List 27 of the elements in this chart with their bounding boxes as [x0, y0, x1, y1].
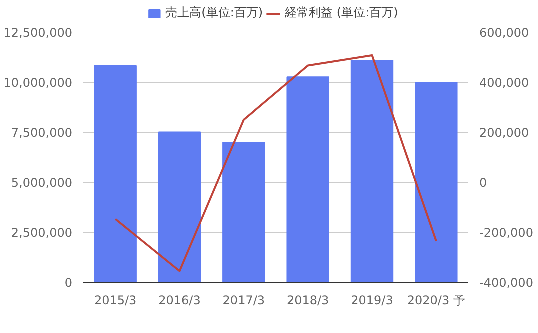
- bar: [94, 65, 137, 282]
- y2-tick-label: -200,000: [480, 226, 534, 240]
- bar: [158, 132, 202, 282]
- bar: [350, 60, 394, 282]
- y-tick-label: 7,500,000: [11, 126, 73, 140]
- y2-tick-label: 0: [480, 176, 488, 190]
- y-tick-label: 5,000,000: [11, 176, 73, 190]
- bar: [415, 82, 458, 282]
- x-tick-label: 2019/3: [351, 294, 394, 308]
- y2-tick-label: -400,000: [480, 276, 534, 290]
- line-series: [114, 54, 438, 272]
- x-tick-label: 2017/3: [222, 294, 266, 308]
- legend-label: 経常利益 (単位:百万): [285, 4, 398, 22]
- y2-tick-label: 600,000: [480, 26, 530, 40]
- legend-label: 売上高(単位:百万): [166, 4, 264, 22]
- y-tick-label: 2,500,000: [11, 226, 73, 240]
- y2-tick-label: 200,000: [480, 126, 530, 140]
- x-tick-label: 2018/3: [286, 294, 330, 308]
- y-tick-label: 10,000,000: [4, 76, 73, 90]
- y-tick-label: 0: [64, 276, 73, 290]
- y2-tick-label: 400,000: [480, 76, 530, 90]
- y-tick-label: 12,500,000: [4, 26, 73, 40]
- x-tick-label: 2020/3 予: [407, 294, 466, 308]
- bar: [222, 142, 266, 282]
- bar: [286, 76, 330, 282]
- x-tick-label: 2016/3: [158, 294, 201, 308]
- x-tick-label: 2015/3: [94, 294, 137, 308]
